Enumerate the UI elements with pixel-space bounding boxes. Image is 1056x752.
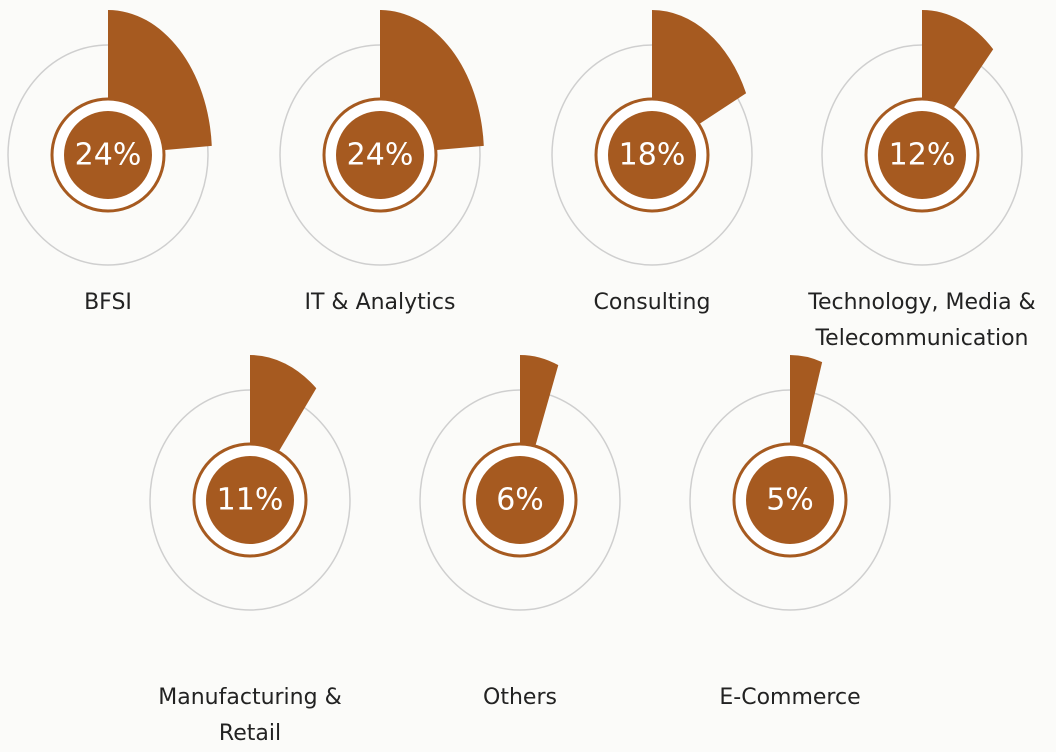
value-label: 24% — [347, 138, 414, 173]
inner-disc — [608, 111, 696, 199]
category-label: Consulting — [593, 290, 711, 315]
inner-disc — [746, 456, 834, 544]
inner-disc — [336, 111, 424, 199]
value-label: 5% — [766, 483, 814, 518]
inner-disc — [878, 111, 966, 199]
inner-disc — [64, 111, 152, 199]
value-label: 24% — [75, 138, 142, 173]
category-label: Others — [483, 685, 557, 710]
page: {"chart_data": {"type": "radial", "categ… — [7, 10, 1036, 746]
value-label: 12% — [889, 138, 956, 173]
value-label: 11% — [217, 483, 284, 518]
chart: 24% 24% 18% 12% 11% 6% 5% — [7, 10, 1023, 611]
category-label: E-Commerce — [719, 685, 861, 710]
inner-disc — [206, 456, 294, 544]
category-label: IT & Analytics — [304, 290, 456, 315]
value-label: 6% — [496, 483, 544, 518]
category-label: Technology, Media & Telecommunication — [808, 290, 1036, 351]
category-label: Manufacturing & Retail — [158, 685, 342, 746]
inner-disc — [476, 456, 564, 544]
category-label: BFSI — [84, 290, 132, 315]
value-label: 18% — [619, 138, 686, 173]
